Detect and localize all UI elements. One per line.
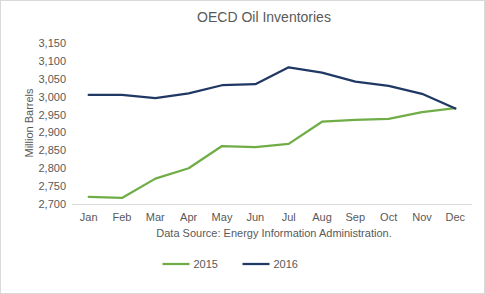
x-tick-label: Jun [246, 211, 264, 223]
y-tick-label: 2,750 [38, 180, 66, 192]
y-tick [69, 43, 72, 44]
y-tick [69, 60, 72, 61]
y-tick-label: 2,800 [38, 162, 66, 174]
legend: 2015 2016 [163, 258, 298, 270]
y-tick-label: 2,700 [38, 198, 66, 210]
y-tick-label: 3,100 [38, 55, 66, 67]
y-tick [69, 186, 72, 187]
y-tick [69, 204, 72, 205]
legend-label: 2016 [274, 258, 298, 270]
y-tick [69, 96, 72, 97]
chart: OECD Oil Inventories Million Barrels 2,700… [0, 0, 485, 294]
x-tick-label: Nov [412, 211, 432, 223]
x-tick-label: Jan [80, 211, 98, 223]
y-tick-label: 2,900 [38, 126, 66, 138]
plot-area [89, 67, 456, 198]
y-axis-label: Million Barrels [23, 88, 35, 158]
y-tick-label: 2,950 [38, 109, 66, 121]
x-tick-label: Sep [346, 211, 366, 223]
x-tick-label: Mar [146, 211, 165, 223]
y-tick [69, 114, 72, 115]
y-tick [69, 168, 72, 169]
y-tick [69, 132, 72, 133]
y-tick [69, 78, 72, 79]
x-tick-label: Aug [312, 211, 332, 223]
x-axis-line [72, 204, 472, 205]
x-tick-label: Oct [380, 211, 397, 223]
legend-swatch [163, 263, 190, 265]
x-axis-label: Data Source: Energy Information Administ… [156, 227, 391, 239]
x-tick-label: Jul [282, 211, 296, 223]
line-series [89, 67, 456, 108]
title: OECD Oil Inventories [197, 9, 331, 25]
x-tick-label: May [212, 211, 233, 223]
y-tick-label: 3,050 [38, 73, 66, 85]
y-tick [69, 150, 72, 151]
x-tick-label: Feb [113, 211, 132, 223]
x-tick-label: Apr [180, 211, 197, 223]
y-tick-label: 3,000 [38, 91, 66, 103]
legend-swatch [243, 263, 270, 265]
x-tick-label: Dec [446, 211, 466, 223]
legend-label: 2015 [194, 258, 218, 270]
y-tick-label: 2,850 [38, 144, 66, 156]
y-tick-label: 3,150 [38, 37, 66, 49]
chart-border [1, 1, 485, 294]
line-series [89, 108, 456, 198]
